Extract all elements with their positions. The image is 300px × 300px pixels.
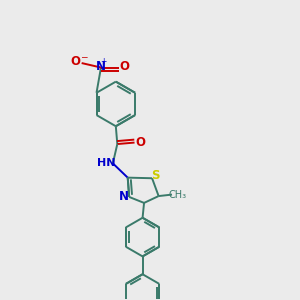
Text: O: O bbox=[135, 136, 145, 149]
Text: N: N bbox=[119, 190, 129, 203]
Text: −: − bbox=[80, 52, 88, 61]
Text: CH₃: CH₃ bbox=[168, 190, 186, 200]
Text: +: + bbox=[100, 57, 106, 66]
Text: O: O bbox=[119, 60, 129, 73]
Text: S: S bbox=[151, 169, 159, 182]
Text: N: N bbox=[96, 59, 106, 73]
Text: HN: HN bbox=[97, 158, 116, 168]
Text: O: O bbox=[70, 55, 80, 68]
